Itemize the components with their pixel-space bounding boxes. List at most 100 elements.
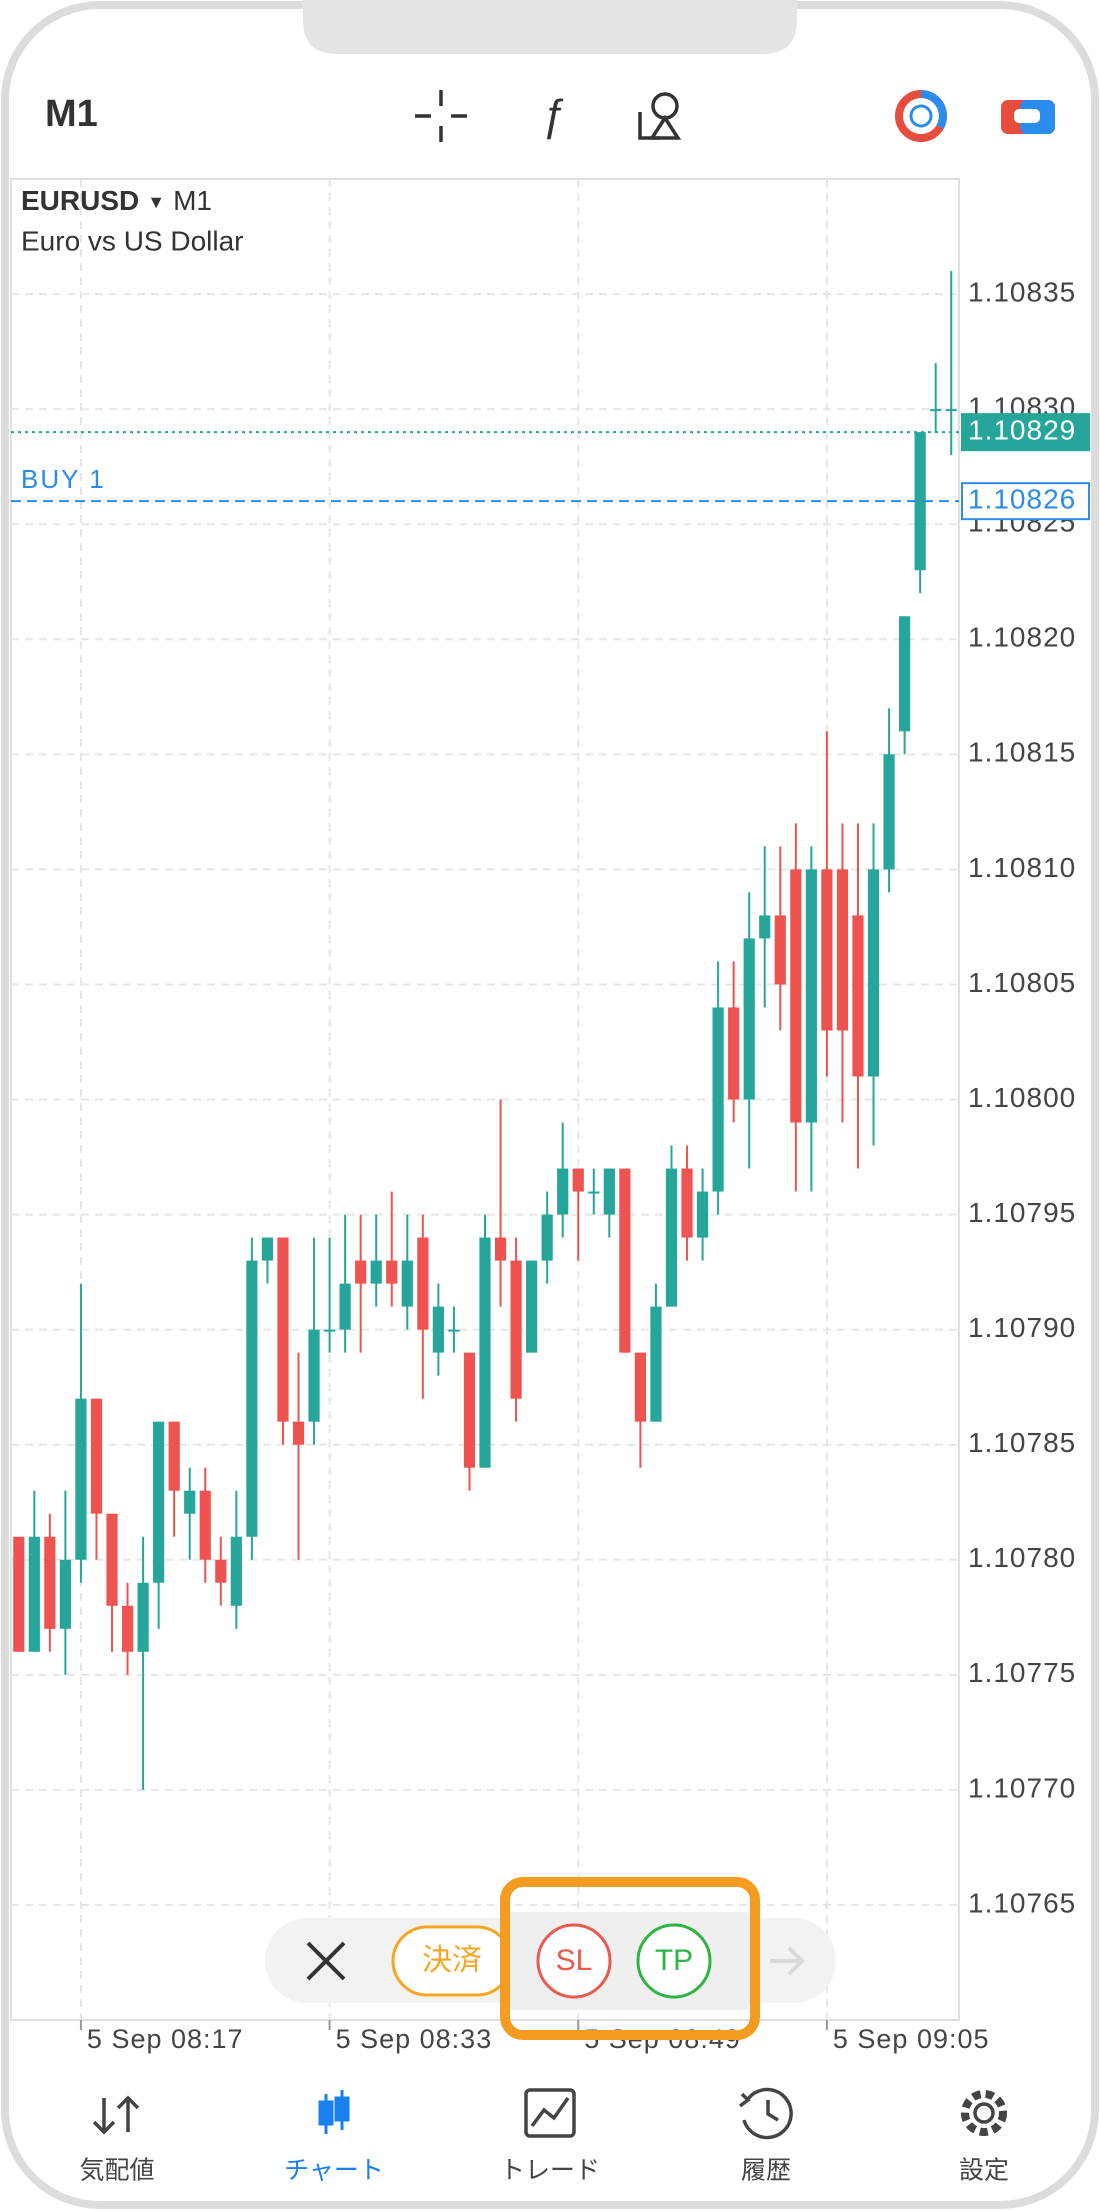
candle-body: [619, 1168, 631, 1353]
candle-body: [28, 1536, 40, 1652]
candle-body: [557, 1168, 569, 1215]
order-price-box: [961, 482, 1090, 521]
y-tick-label: 1.10790: [968, 1312, 1076, 1343]
candle-body: [759, 915, 771, 939]
tab-label[interactable]: 履歴: [741, 2157, 791, 2185]
candle-body: [774, 915, 786, 985]
x-tick-label: 5 Sep 09:05: [833, 2024, 990, 2054]
candle-body: [323, 1329, 336, 1332]
candle-body: [510, 1260, 522, 1399]
y-tick-label: 1.10770: [968, 1772, 1076, 1803]
candle-body: [790, 869, 802, 1123]
y-tick-label: 1.10775: [968, 1657, 1076, 1688]
candle-body: [448, 1329, 460, 1332]
candle-body: [106, 1513, 118, 1606]
candle-body: [588, 1191, 600, 1194]
candle-body: [184, 1490, 196, 1514]
close-button[interactable]: [306, 1941, 346, 1981]
tab-label[interactable]: 気配値: [79, 2157, 154, 2185]
trade-icon[interactable]: [1001, 100, 1055, 134]
candle-body: [665, 1168, 678, 1307]
candle-body: [541, 1214, 553, 1261]
highlight-box: [500, 1877, 760, 2040]
x-tick-label: 5 Sep 08:17: [87, 2024, 244, 2054]
candle-body: [728, 1007, 740, 1100]
quotes-icon[interactable]: [92, 2095, 140, 2135]
symbol-description: Euro vs US Dollar: [21, 225, 244, 256]
symbol-label[interactable]: EURUSD ▼ M1: [21, 185, 212, 216]
settings-icon[interactable]: [961, 2090, 1007, 2136]
y-tick-label: 1.10805: [968, 967, 1076, 998]
candle-body: [75, 1398, 87, 1560]
y-tick-label: 1.10815: [968, 737, 1076, 768]
next-arrow[interactable]: [770, 1946, 805, 1976]
candle-body: [463, 1352, 476, 1468]
settle-label: 決済: [422, 1944, 482, 1977]
y-tick-label: 1.10765: [968, 1887, 1076, 1918]
candle-body: [867, 869, 880, 1077]
crosshair-icon[interactable]: [415, 90, 467, 142]
tp-label: TP: [655, 1944, 693, 1977]
indicator-icon[interactable]: ƒ: [541, 91, 565, 141]
candle-body: [153, 1421, 165, 1583]
y-tick-label: 1.10780: [968, 1542, 1076, 1573]
history-icon[interactable]: [738, 2087, 793, 2140]
candle-body: [386, 1260, 398, 1284]
candle-body: [914, 432, 926, 571]
plot: 1.10765 1.10770 1.10775 1.10780 1.10785 1.107…: [11, 179, 1090, 2054]
tab-label[interactable]: 設定: [959, 2157, 1009, 2185]
candle-body: [930, 409, 942, 412]
tp-button[interactable]: [636, 1923, 712, 1999]
y-tick-label: 1.10820: [968, 622, 1076, 653]
candle-body: [634, 1352, 647, 1422]
candle-body: [852, 915, 864, 1077]
sl-label: SL: [556, 1944, 593, 1977]
symbol: EURUSD: [21, 185, 139, 216]
x-tick-label: 5 Sep 08:33: [336, 2024, 493, 2054]
candle-body: [261, 1237, 274, 1261]
y-tick-label: 1.10800: [968, 1082, 1076, 1113]
y-tick-label: 1.10835: [968, 276, 1076, 307]
candle-body: [603, 1168, 615, 1215]
y-tick-label: 1.10810: [968, 852, 1076, 883]
candle-body: [805, 869, 817, 1123]
candle-body: [883, 754, 895, 870]
candle-body: [572, 1168, 584, 1192]
candle-body: [494, 1237, 507, 1261]
candle-body: [743, 938, 755, 1100]
candle-body: [370, 1260, 382, 1284]
candle-body: [199, 1490, 211, 1560]
timeframe-button[interactable]: M1: [45, 93, 98, 135]
sl-button[interactable]: [536, 1923, 612, 1999]
chart-icon[interactable]: [318, 2090, 350, 2134]
trade-tab-icon[interactable]: [524, 2088, 576, 2138]
candle-body: [681, 1168, 693, 1238]
candle-body: [215, 1559, 227, 1583]
candle-body: [401, 1260, 413, 1307]
candle-body: [432, 1306, 444, 1353]
timeframe: M1: [173, 185, 212, 216]
notch: [303, 0, 797, 54]
candle-body: [650, 1306, 662, 1422]
tab-label[interactable]: トレード: [500, 2157, 600, 2185]
order-bar: 決済 SL TP: [265, 1877, 836, 2040]
dropdown-caret: ▼: [147, 192, 165, 212]
candle-body: [479, 1237, 491, 1468]
bid-label-box: [961, 413, 1090, 452]
candle-body: [168, 1421, 180, 1491]
candle-body: [121, 1605, 134, 1652]
candle-body: [821, 869, 833, 1031]
candle-body: [44, 1536, 56, 1629]
candle-body: [355, 1260, 367, 1284]
account-icon[interactable]: [895, 90, 947, 142]
candle-body: [13, 1536, 25, 1652]
y-tick-label: 1.10785: [968, 1427, 1076, 1458]
candle-body: [277, 1237, 289, 1422]
candle-body: [292, 1421, 305, 1445]
tab-label[interactable]: チャート: [284, 2157, 384, 2185]
candle-body: [417, 1237, 429, 1330]
y-tick-label: 1.10795: [968, 1197, 1076, 1228]
objects-icon[interactable]: [638, 92, 682, 140]
candle-body: [526, 1260, 538, 1353]
